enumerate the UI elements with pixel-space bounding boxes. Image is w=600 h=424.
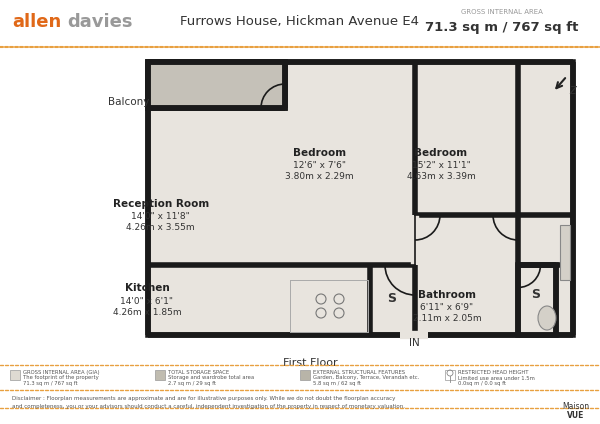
Text: 4.63m x 3.39m: 4.63m x 3.39m [407, 172, 475, 181]
Bar [518, 265, 556, 335]
Text: Garden, Balcony, Terrace, Verandah etc.: Garden, Balcony, Terrace, Verandah etc. [313, 376, 419, 380]
Text: The footprint of the property: The footprint of the property [23, 376, 99, 380]
Text: 3.80m x 2.29m: 3.80m x 2.29m [286, 172, 354, 181]
Text: 4.26m x 1.85m: 4.26m x 1.85m [113, 308, 181, 317]
Text: 12'6" x 7'6": 12'6" x 7'6" [293, 161, 346, 170]
Text: 0.0sq m / 0.0 sq ft: 0.0sq m / 0.0 sq ft [458, 381, 506, 386]
Text: S: S [388, 292, 397, 304]
Text: Disclaimer : Floorplan measurements are approximate and are for illustrative pur: Disclaimer : Floorplan measurements are … [12, 396, 395, 401]
Text: 5.8 sq m / 62 sq ft: 5.8 sq m / 62 sq ft [313, 381, 361, 386]
Text: Limited use area under 1.5m: Limited use area under 1.5m [458, 376, 535, 380]
Text: S: S [532, 288, 541, 301]
Text: and completeness, you or your advisors should conduct a careful, independent inv: and completeness, you or your advisors s… [12, 404, 405, 409]
Bar [155, 370, 165, 380]
Bar [560, 225, 570, 280]
Bar [148, 62, 285, 108]
Text: 6'11" x 6'9": 6'11" x 6'9" [421, 303, 473, 312]
Text: Balcony: Balcony [109, 97, 149, 107]
Text: Bedroom: Bedroom [415, 148, 467, 158]
Text: GROSS INTERNAL AREA (GIA): GROSS INTERNAL AREA (GIA) [23, 370, 100, 375]
Text: Reception Room: Reception Room [113, 198, 209, 209]
Text: VUE: VUE [568, 411, 584, 420]
Text: 15'2" x 11'1": 15'2" x 11'1" [412, 161, 470, 170]
Bar [10, 370, 20, 380]
Text: Kitchen: Kitchen [125, 283, 169, 293]
Text: TOTAL STORAGE SPACE: TOTAL STORAGE SPACE [168, 370, 229, 375]
Text: Z: Z [569, 86, 575, 96]
Text: EXTERNAL STRUCTURAL FEATURES: EXTERNAL STRUCTURAL FEATURES [313, 370, 405, 375]
Bar [300, 370, 310, 380]
Bar [148, 62, 285, 108]
Bar [148, 62, 573, 335]
Text: 14'0" x 11'8": 14'0" x 11'8" [131, 212, 190, 221]
Text: Bathroom: Bathroom [418, 290, 476, 300]
Text: 71.3 sq m / 767 sq ft: 71.3 sq m / 767 sq ft [425, 22, 578, 34]
Text: IN: IN [409, 338, 419, 348]
Text: 14'0" x 6'1": 14'0" x 6'1" [121, 297, 173, 306]
Text: Storage and wardrobe total area: Storage and wardrobe total area [168, 376, 254, 380]
Text: Bedroom: Bedroom [293, 148, 346, 158]
Text: RESTRICTED HEAD HEIGHT: RESTRICTED HEAD HEIGHT [458, 370, 529, 375]
Text: 71.3 sq m / 767 sq ft: 71.3 sq m / 767 sq ft [23, 381, 77, 386]
Text: GROSS INTERNAL AREA: GROSS INTERNAL AREA [461, 9, 543, 15]
Bar [445, 370, 455, 380]
Ellipse shape [538, 306, 556, 330]
Text: allen: allen [12, 13, 61, 31]
Text: davies: davies [67, 13, 133, 31]
Text: 2.7 sq m / 29 sq ft: 2.7 sq m / 29 sq ft [168, 381, 216, 386]
Text: 4.26m x 3.55m: 4.26m x 3.55m [127, 223, 195, 232]
Text: Furrows House, Hickman Avenue E4: Furrows House, Hickman Avenue E4 [181, 16, 419, 28]
Text: Maison: Maison [562, 402, 590, 411]
Text: First Floor: First Floor [283, 358, 337, 368]
Text: 2.11m x 2.05m: 2.11m x 2.05m [413, 314, 481, 323]
